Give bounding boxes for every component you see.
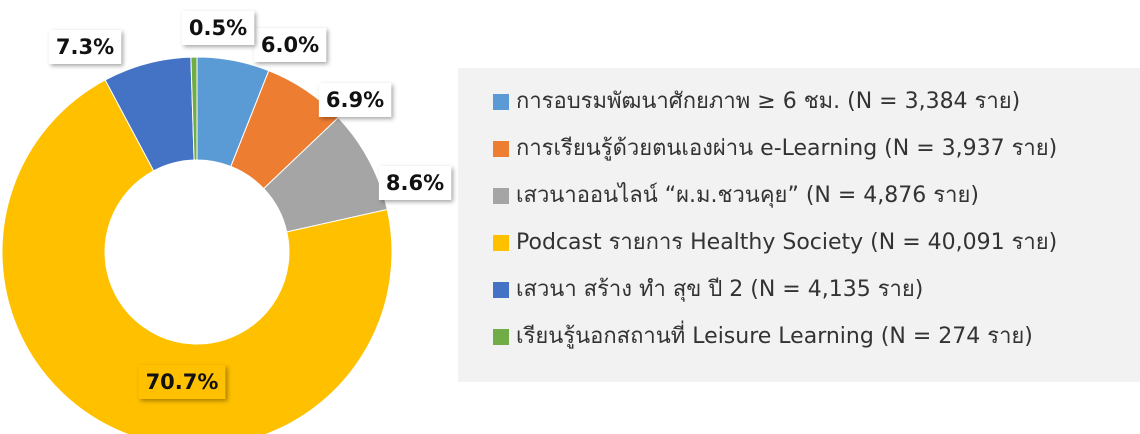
data-label-box — [138, 365, 226, 399]
data-label: 0.5% — [189, 16, 247, 40]
legend-swatch — [493, 141, 509, 157]
legend-label: เสวนา สร้าง ทำ สุข ปี 2 (N = 4,135 ราย) — [516, 277, 923, 302]
legend-label: Podcast รายการ Healthy Society (N = 40,0… — [516, 230, 1057, 255]
data-label-box — [48, 30, 122, 64]
legend-swatch — [493, 329, 509, 345]
data-label: 7.3% — [56, 35, 114, 59]
data-label: 8.6% — [386, 171, 444, 195]
data-label-box — [181, 11, 255, 45]
legend-swatch — [493, 94, 509, 110]
slices — [1, 56, 393, 434]
data-label: 6.9% — [326, 88, 384, 112]
legend-label: เรียนรู้นอกสถานที่ Leisure Learning (N =… — [516, 320, 1033, 349]
data-label: 6.0% — [261, 33, 319, 57]
donut-slice — [190, 56, 198, 161]
legend-background — [458, 68, 1140, 382]
legend-label: เสวนาออนไลน์ “ผ.ม.ชวนคุย” (N = 4,876 ราย… — [516, 182, 979, 208]
data-label-box — [378, 166, 452, 200]
legend-swatch — [493, 235, 509, 251]
donut-slice — [1, 79, 393, 434]
legend-swatch — [493, 188, 509, 204]
legend-label: การเรียนรู้ด้วยตนเองผ่าน e-Learning (N =… — [516, 136, 1057, 161]
data-label: 70.7% — [146, 370, 219, 394]
legend-swatch — [493, 282, 509, 298]
data-label-box — [318, 83, 392, 117]
data-label-box — [253, 28, 327, 62]
legend-label: การอบรมพัฒนาศักยภาพ ≥ 6 ชม. (N = 3,384 ร… — [516, 89, 1020, 114]
